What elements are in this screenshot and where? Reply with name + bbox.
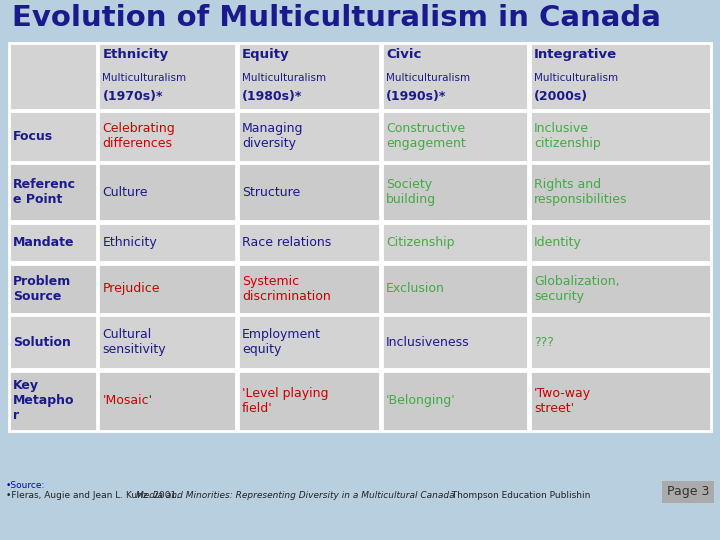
Text: Solution: Solution xyxy=(13,335,71,348)
Bar xyxy=(382,264,528,314)
Text: Mandate: Mandate xyxy=(13,236,74,249)
Bar xyxy=(98,111,236,161)
Text: Multiculturalism: Multiculturalism xyxy=(534,72,618,83)
Text: Problem
Source: Problem Source xyxy=(13,275,71,303)
Text: Page 3: Page 3 xyxy=(667,485,709,498)
Text: Multiculturalism: Multiculturalism xyxy=(386,72,470,83)
Text: Media and Minorities: Representing Diversity in a Multicultural Canada: Media and Minorities: Representing Diver… xyxy=(136,491,454,501)
Text: Managing
diversity: Managing diversity xyxy=(242,123,303,151)
Text: Citizenship: Citizenship xyxy=(386,236,454,249)
Text: 'Level playing
field': 'Level playing field' xyxy=(242,387,328,415)
Bar xyxy=(530,111,711,161)
Bar xyxy=(98,315,236,369)
Bar xyxy=(530,43,711,110)
Text: •Source:: •Source: xyxy=(6,481,45,489)
Bar xyxy=(9,223,96,262)
Text: Civic: Civic xyxy=(386,48,421,61)
Text: Globalization,
security: Globalization, security xyxy=(534,275,620,303)
Bar xyxy=(9,264,96,314)
Text: Celebrating
differences: Celebrating differences xyxy=(102,123,175,151)
Text: Constructive
engagement: Constructive engagement xyxy=(386,123,466,151)
Text: (1980s)*: (1980s)* xyxy=(242,90,302,103)
Text: Multiculturalism: Multiculturalism xyxy=(242,72,326,83)
Bar xyxy=(382,111,528,161)
Bar xyxy=(530,264,711,314)
Bar xyxy=(98,43,236,110)
Text: Referenc
e Point: Referenc e Point xyxy=(13,178,76,206)
Bar xyxy=(238,370,380,431)
Text: Inclusive
citizenship: Inclusive citizenship xyxy=(534,123,600,151)
Text: Focus: Focus xyxy=(13,130,53,143)
Text: 'Belonging': 'Belonging' xyxy=(386,394,456,407)
Bar xyxy=(9,315,96,369)
Bar xyxy=(238,315,380,369)
Bar xyxy=(382,223,528,262)
Text: 'Mosaic': 'Mosaic' xyxy=(102,394,153,407)
Text: Systemic
discrimination: Systemic discrimination xyxy=(242,275,330,303)
Text: Ethnicity: Ethnicity xyxy=(102,48,168,61)
Text: Rights and
responsibilities: Rights and responsibilities xyxy=(534,178,627,206)
Text: (1990s)*: (1990s)* xyxy=(386,90,446,103)
Text: Key
Metapho
r: Key Metapho r xyxy=(13,379,74,422)
Text: ???: ??? xyxy=(534,335,554,348)
Text: Exclusion: Exclusion xyxy=(386,282,445,295)
Text: Employment
equity: Employment equity xyxy=(242,328,321,356)
Bar xyxy=(9,370,96,431)
Text: Integrative: Integrative xyxy=(534,48,617,61)
Bar xyxy=(382,370,528,431)
Text: Ethnicity: Ethnicity xyxy=(102,236,157,249)
Bar xyxy=(530,223,711,262)
Bar xyxy=(662,481,714,503)
Bar xyxy=(530,315,711,369)
Text: Prejudice: Prejudice xyxy=(102,282,160,295)
Text: Evolution of Multiculturalism in Canada: Evolution of Multiculturalism in Canada xyxy=(12,4,661,32)
Text: Race relations: Race relations xyxy=(242,236,331,249)
Bar xyxy=(238,223,380,262)
Bar xyxy=(98,264,236,314)
Bar xyxy=(530,163,711,221)
Text: 'Two-way
street': 'Two-way street' xyxy=(534,387,591,415)
Text: Inclusiveness: Inclusiveness xyxy=(386,335,469,348)
Bar xyxy=(382,163,528,221)
Bar xyxy=(98,223,236,262)
Bar xyxy=(9,163,96,221)
Bar xyxy=(238,264,380,314)
Text: Society
building: Society building xyxy=(386,178,436,206)
Text: •Fleras, Augie and Jean L. Kunz. 2001.: •Fleras, Augie and Jean L. Kunz. 2001. xyxy=(6,491,182,501)
Text: (1970s)*: (1970s)* xyxy=(102,90,163,103)
Text: Culture: Culture xyxy=(102,186,148,199)
Bar xyxy=(238,43,380,110)
Text: Identity: Identity xyxy=(534,236,582,249)
Bar xyxy=(98,370,236,431)
Text: (2000s): (2000s) xyxy=(534,90,588,103)
Bar xyxy=(98,163,236,221)
Text: Structure: Structure xyxy=(242,186,300,199)
Bar xyxy=(530,370,711,431)
Bar xyxy=(238,111,380,161)
Bar xyxy=(9,111,96,161)
Text: Multiculturalism: Multiculturalism xyxy=(102,72,186,83)
Bar xyxy=(382,43,528,110)
Bar xyxy=(382,315,528,369)
Text: Cultural
sensitivity: Cultural sensitivity xyxy=(102,328,166,356)
Text: . Thompson Education Publishin: . Thompson Education Publishin xyxy=(446,491,590,501)
Bar xyxy=(9,43,96,110)
Text: Equity: Equity xyxy=(242,48,289,61)
Bar xyxy=(238,163,380,221)
